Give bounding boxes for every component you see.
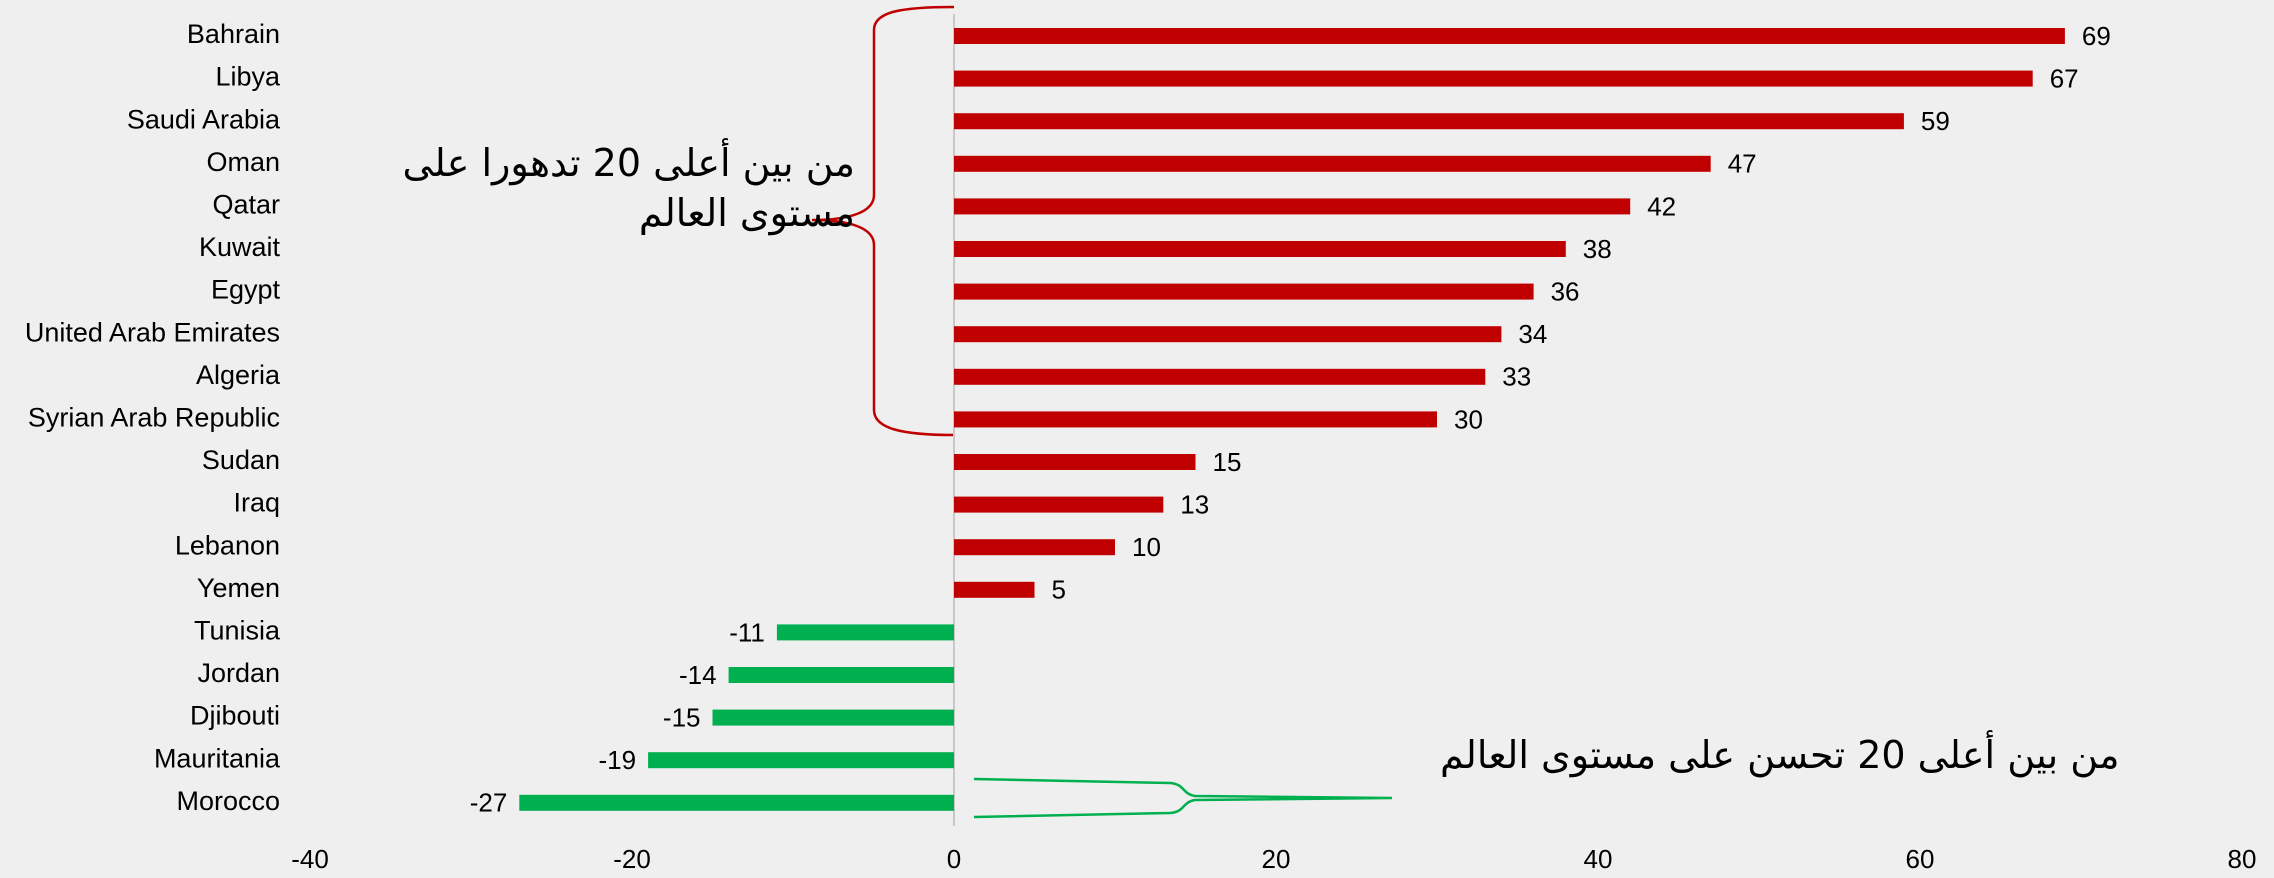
- annotation: من بين أعلى 20 تحسن على مستوى العالم: [1440, 733, 2120, 777]
- value-label: 36: [1551, 276, 1580, 306]
- y-tick-label: Oman: [206, 147, 280, 177]
- y-tick-label: Morocco: [176, 786, 280, 816]
- bar: [954, 28, 2065, 44]
- value-label: -27: [470, 788, 508, 818]
- value-label: -14: [679, 660, 717, 690]
- y-tick-label: Algeria: [196, 360, 281, 390]
- y-tick-label: Tunisia: [194, 616, 281, 646]
- bar: [954, 581, 1035, 598]
- bar: [728, 667, 954, 683]
- value-label: -11: [729, 617, 765, 647]
- y-tick-label: Libya: [215, 62, 281, 92]
- bar: [954, 411, 1437, 428]
- bar: [954, 539, 1115, 556]
- bar: [776, 624, 954, 641]
- bar: [954, 283, 1534, 300]
- bar: [954, 368, 1486, 385]
- value-label: 13: [1180, 489, 1209, 519]
- x-tick-label: 20: [1262, 844, 1291, 874]
- y-tick-label: Iraq: [233, 488, 280, 518]
- value-label: 67: [2050, 63, 2079, 93]
- value-label: 42: [1647, 191, 1676, 221]
- bar: [954, 70, 2033, 87]
- x-tick-label: 80: [2228, 844, 2257, 874]
- bar: [954, 155, 1711, 172]
- value-label: 47: [1728, 149, 1757, 179]
- bar: [712, 709, 954, 726]
- annotation: من بين أعلى 20 تدهورا على مستوى العالم: [402, 141, 855, 235]
- x-tick-label: 0: [947, 844, 961, 874]
- bar: [954, 113, 1904, 130]
- bar: [954, 198, 1631, 215]
- bar: [954, 241, 1566, 257]
- value-label: 10: [1132, 532, 1161, 562]
- value-label: -19: [599, 745, 637, 775]
- y-tick-label: United Arab Emirates: [25, 317, 280, 347]
- y-tick-label: Bahrain: [187, 19, 280, 49]
- y-tick-label: Saudi Arabia: [127, 104, 281, 134]
- x-tick-label: 60: [1906, 844, 1935, 874]
- value-label: 38: [1583, 234, 1612, 264]
- y-tick-label: Mauritania: [154, 743, 281, 773]
- bar: [648, 752, 954, 769]
- x-tick-label: 40: [1584, 844, 1613, 874]
- y-tick-label: Jordan: [197, 658, 280, 688]
- value-label: 5: [1052, 575, 1066, 605]
- value-label: -15: [663, 702, 701, 732]
- y-tick-label: Djibouti: [190, 701, 280, 731]
- y-tick-label: Qatar: [212, 190, 280, 220]
- bar: [954, 326, 1502, 343]
- value-label: 15: [1213, 447, 1242, 477]
- y-tick-label: Kuwait: [199, 232, 281, 262]
- value-label: 69: [2082, 21, 2111, 51]
- green-brace: [973, 777, 1393, 819]
- value-label: 34: [1518, 319, 1547, 349]
- bar: [954, 496, 1164, 513]
- y-tick-label: Sudan: [202, 445, 280, 475]
- value-label: 59: [1921, 106, 1950, 136]
- y-tick-label: Egypt: [211, 275, 281, 305]
- x-tick-label: -40: [291, 844, 329, 874]
- y-tick-label: Yemen: [197, 573, 280, 603]
- y-tick-label: Lebanon: [175, 530, 280, 560]
- red-brace: [811, 5, 955, 437]
- y-tick-label: Syrian Arab Republic: [28, 403, 280, 433]
- value-label: 33: [1502, 362, 1531, 392]
- x-tick-label: -20: [613, 844, 651, 874]
- value-label: 30: [1454, 404, 1483, 434]
- bar: [519, 794, 954, 811]
- bar: [954, 454, 1196, 470]
